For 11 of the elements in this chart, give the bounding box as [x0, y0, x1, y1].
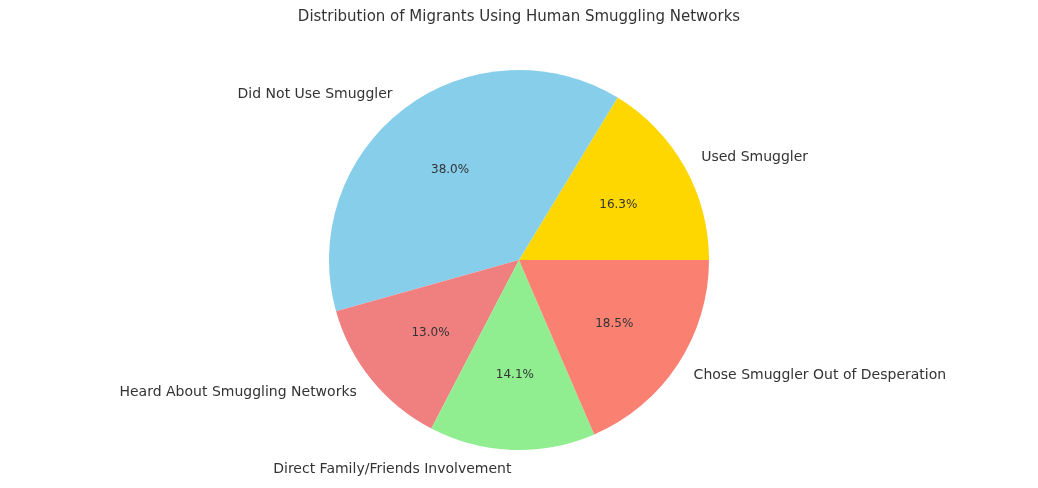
data-label: 16.3% [599, 197, 638, 212]
slice-label: Direct Family/Friends Involvement [273, 459, 512, 476]
slice-label: Did Not Use Smuggler [237, 84, 393, 101]
chart-title: Distribution of Migrants Using Human Smuggling Networks [297, 7, 741, 25]
slice-label: Used Smuggler [701, 148, 809, 165]
data-label: 38.0% [431, 162, 470, 177]
data-label: 14.1% [495, 366, 534, 381]
data-label: 13.0% [411, 324, 450, 339]
data-label: 18.5% [595, 315, 634, 330]
slice-label: Chose Smuggler Out of Desperation [693, 365, 947, 382]
slice-label: Heard About Smuggling Networks [119, 382, 357, 399]
